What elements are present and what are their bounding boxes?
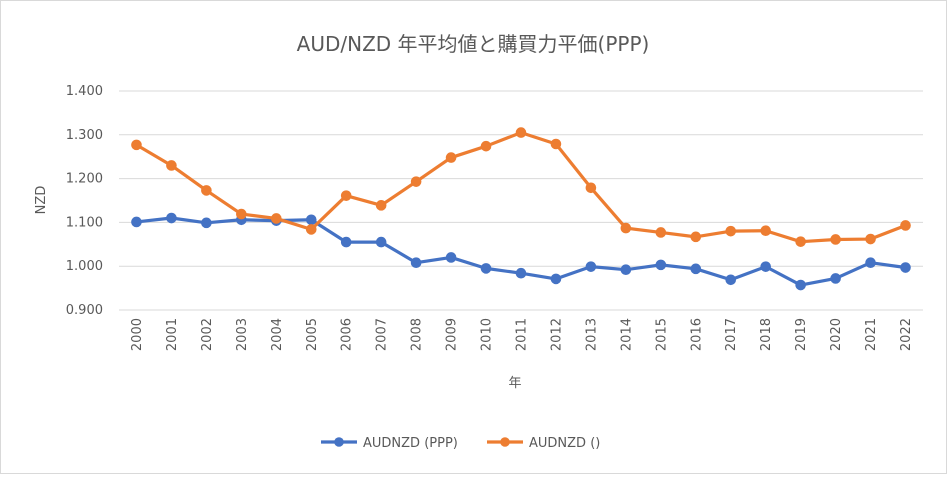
series-2 <box>131 127 911 247</box>
chart-title: AUD/NZD 年平均値と購買力平価(PPP) <box>297 32 650 56</box>
data-point <box>480 140 492 152</box>
legend-swatch-marker <box>334 437 344 447</box>
x-tick-labels: 2000 2001 2002 2003 2004 2005 2006 2007 2008 2009… <box>130 318 914 351</box>
data-point <box>445 252 457 263</box>
data-point <box>131 139 142 151</box>
y-tick-label: 1.400 <box>66 84 103 99</box>
series-group <box>131 127 911 291</box>
data-point <box>515 127 527 138</box>
data-point <box>340 236 352 248</box>
x-tick-label: 2010 <box>480 318 495 351</box>
data-point <box>585 182 597 194</box>
data-point <box>201 217 212 229</box>
y-axis-label: NZD <box>34 186 49 215</box>
x-tick-label: 2018 <box>759 318 774 351</box>
data-point <box>865 233 876 245</box>
x-tick-label: 2002 <box>200 318 215 351</box>
x-tick-label: 2006 <box>340 318 355 351</box>
x-tick-label: 2001 <box>165 318 180 351</box>
series-1 <box>131 212 911 291</box>
data-point <box>795 279 806 291</box>
y-tick-label: 1.100 <box>66 215 103 230</box>
x-tick-label: 2011 <box>515 318 530 351</box>
x-tick-label: 2019 <box>794 318 809 351</box>
data-point <box>375 200 387 211</box>
legend-item: AUDNZD () <box>487 436 600 451</box>
x-tick-label: 2007 <box>375 318 390 351</box>
data-point <box>760 261 771 272</box>
data-point <box>655 259 667 271</box>
legend-label: AUDNZD (PPP) <box>363 436 458 451</box>
legend: AUDNZD (PPP) AUDNZD () <box>321 436 600 451</box>
x-tick-label: 2020 <box>829 318 844 351</box>
data-point <box>655 227 667 238</box>
data-point <box>550 138 562 150</box>
x-tick-label: 2013 <box>584 318 599 351</box>
data-point <box>830 273 841 284</box>
x-tick-label: 2003 <box>235 318 250 351</box>
x-tick-label: 2009 <box>445 318 460 351</box>
series-line <box>134 131 908 244</box>
legend-label: AUDNZD () <box>529 436 600 451</box>
data-point <box>410 257 422 268</box>
data-point <box>271 213 282 224</box>
data-point <box>410 176 422 187</box>
x-tick-label: 2014 <box>619 318 634 351</box>
y-tick-labels: 0.900 1.000 1.100 1.200 1.300 1.400 <box>66 84 103 318</box>
data-point <box>480 263 492 274</box>
x-tick-label: 2005 <box>305 318 320 351</box>
data-point <box>585 261 597 272</box>
data-point <box>690 263 702 275</box>
data-point <box>620 222 632 234</box>
data-point <box>236 208 247 220</box>
data-point <box>900 220 911 231</box>
data-point <box>900 262 911 273</box>
data-point <box>131 216 142 228</box>
legend-swatch-marker <box>500 437 510 447</box>
y-tick-label: 1.200 <box>66 172 103 187</box>
x-tick-label: 2008 <box>410 318 425 351</box>
x-tick-label: 2004 <box>270 318 285 351</box>
data-point <box>305 214 317 226</box>
data-point <box>305 224 317 235</box>
data-point <box>865 257 876 268</box>
data-point <box>550 273 562 285</box>
y-tick-label: 1.000 <box>66 259 103 274</box>
data-point <box>445 152 457 163</box>
data-point <box>340 190 352 201</box>
data-point <box>515 267 527 279</box>
data-point <box>830 234 841 245</box>
x-tick-label: 2000 <box>130 318 145 351</box>
data-point <box>201 185 212 196</box>
x-tick-label: 2017 <box>724 318 739 351</box>
data-point <box>760 225 771 237</box>
data-point <box>690 231 702 243</box>
data-point <box>795 236 806 247</box>
y-tick-label: 1.300 <box>66 128 103 143</box>
x-axis-label: 年 <box>508 376 521 391</box>
x-tick-label: 2021 <box>864 318 879 351</box>
data-point <box>166 160 177 171</box>
x-tick-label: 2012 <box>549 318 564 351</box>
data-point <box>166 212 177 224</box>
x-tick-label: 2022 <box>899 318 914 351</box>
x-tick-label: 2015 <box>654 318 669 351</box>
data-point <box>375 236 387 248</box>
y-tick-label: 0.900 <box>66 303 103 318</box>
data-point <box>620 264 632 276</box>
data-point <box>725 274 737 286</box>
legend-item: AUDNZD (PPP) <box>321 436 458 451</box>
x-tick-label: 2016 <box>689 318 704 351</box>
data-point <box>725 225 737 237</box>
